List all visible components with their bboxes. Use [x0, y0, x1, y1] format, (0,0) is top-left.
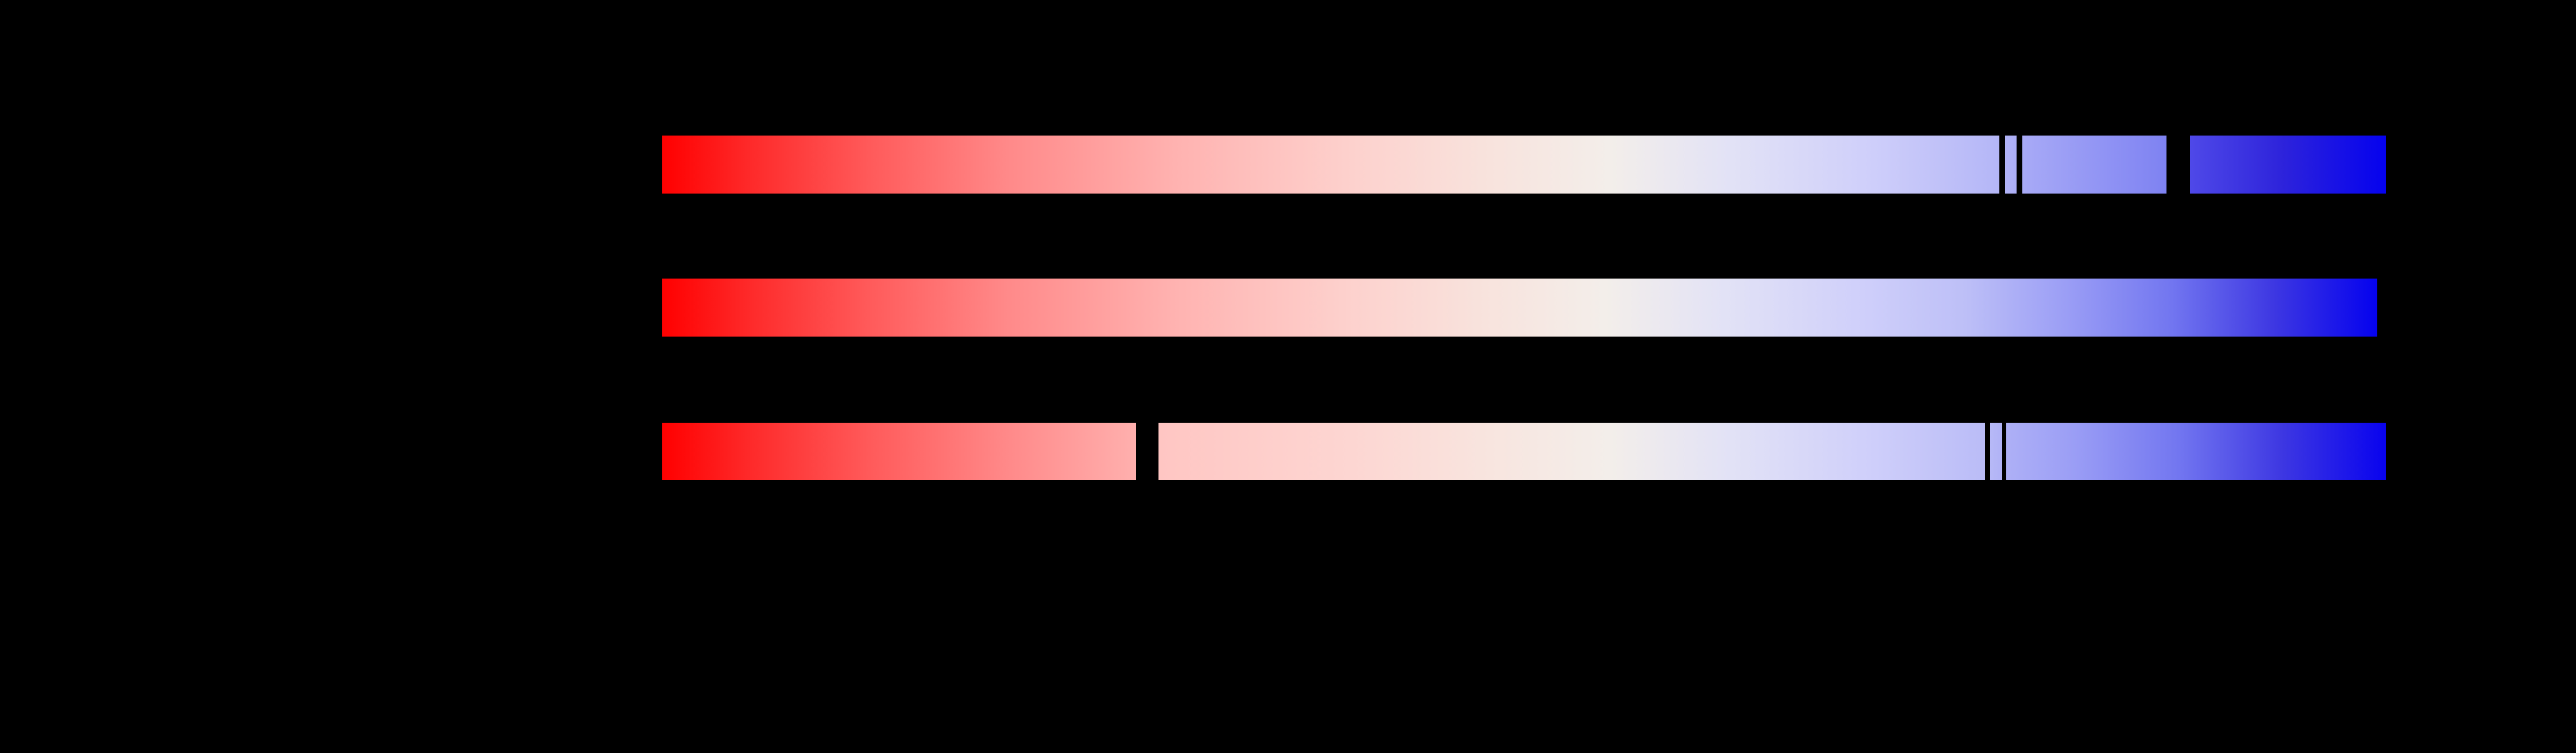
spectrum-band-gap [1985, 422, 1990, 481]
spectrum-band-gap [1136, 422, 1158, 481]
spectrum-band-gap [2002, 422, 2006, 481]
spectrum-bar-2 [662, 279, 2377, 337]
spectrum-band-gap [2166, 135, 2190, 194]
spectrum-bar-1 [662, 135, 2386, 194]
spectrum-band-gap [2017, 135, 2022, 194]
spectrum-bar-3 [662, 422, 2386, 481]
spectrum-band-gap [1999, 135, 2005, 194]
